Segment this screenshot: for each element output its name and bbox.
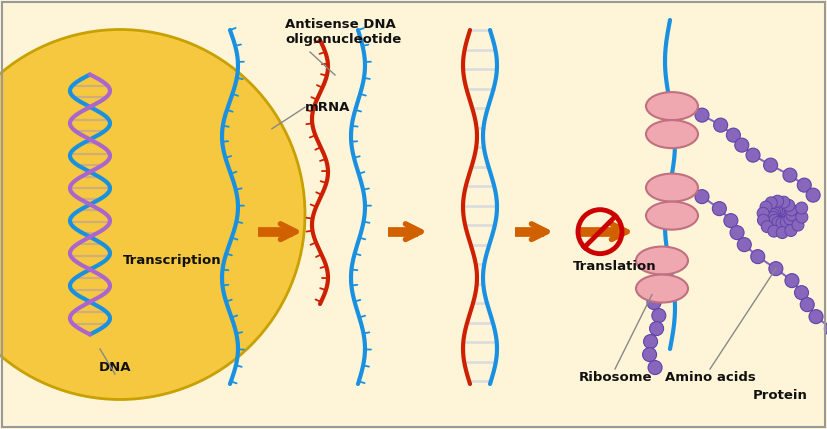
Text: DNA: DNA [98, 361, 131, 374]
Circle shape [643, 335, 657, 348]
Text: Ribosome: Ribosome [578, 371, 652, 384]
Circle shape [783, 168, 797, 182]
Ellipse shape [636, 247, 688, 275]
Ellipse shape [646, 92, 698, 120]
Circle shape [0, 30, 305, 399]
Circle shape [796, 211, 808, 223]
Text: Protein: Protein [753, 389, 807, 402]
Circle shape [648, 360, 662, 375]
Ellipse shape [646, 174, 698, 202]
Circle shape [758, 214, 769, 226]
Circle shape [695, 190, 709, 204]
Circle shape [695, 108, 709, 122]
Circle shape [734, 138, 748, 152]
Circle shape [765, 197, 777, 209]
Circle shape [769, 262, 783, 275]
Circle shape [746, 148, 760, 162]
Circle shape [726, 128, 740, 142]
Circle shape [825, 322, 827, 335]
Circle shape [751, 250, 765, 264]
Circle shape [776, 217, 788, 229]
Circle shape [777, 227, 788, 239]
Circle shape [786, 204, 797, 216]
Circle shape [772, 216, 784, 228]
Text: mRNA: mRNA [305, 101, 351, 114]
Circle shape [796, 202, 808, 214]
Circle shape [761, 221, 773, 233]
Circle shape [767, 211, 779, 224]
Text: Amino acids: Amino acids [665, 371, 755, 384]
Circle shape [769, 214, 781, 227]
Circle shape [643, 347, 657, 362]
Circle shape [809, 310, 823, 323]
Circle shape [763, 158, 777, 172]
Circle shape [797, 178, 811, 192]
Text: Translation: Translation [573, 260, 657, 273]
Circle shape [792, 219, 804, 231]
Circle shape [780, 216, 792, 228]
Circle shape [778, 196, 790, 208]
Circle shape [775, 205, 786, 217]
Circle shape [652, 308, 666, 323]
Circle shape [738, 238, 751, 252]
Text: Transcription: Transcription [122, 254, 222, 267]
Circle shape [712, 202, 726, 216]
Circle shape [760, 201, 772, 213]
Ellipse shape [636, 275, 688, 302]
Circle shape [758, 207, 769, 219]
Ellipse shape [646, 202, 698, 230]
Circle shape [806, 188, 820, 202]
Circle shape [768, 206, 781, 218]
Ellipse shape [646, 120, 698, 148]
Circle shape [772, 195, 784, 207]
Circle shape [724, 214, 738, 228]
Circle shape [647, 296, 661, 310]
Circle shape [801, 298, 815, 311]
Circle shape [783, 199, 795, 211]
Circle shape [795, 286, 809, 299]
Text: Antisense DNA
oligonucleotide: Antisense DNA oligonucleotide [285, 18, 401, 46]
Circle shape [785, 224, 797, 236]
Circle shape [784, 213, 796, 225]
Circle shape [785, 274, 799, 287]
Circle shape [730, 226, 744, 240]
Circle shape [776, 206, 788, 218]
Circle shape [767, 208, 779, 221]
Circle shape [773, 205, 785, 217]
Circle shape [649, 322, 663, 335]
Circle shape [714, 118, 728, 132]
Circle shape [768, 225, 780, 237]
Circle shape [786, 209, 798, 221]
Circle shape [771, 205, 782, 217]
